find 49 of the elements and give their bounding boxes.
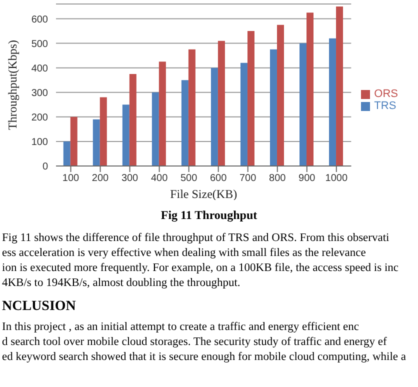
bar xyxy=(329,38,336,166)
bar xyxy=(240,62,248,166)
y-tick-label: 500 xyxy=(31,38,48,50)
y-tick-label: 400 xyxy=(31,63,48,74)
bar xyxy=(270,49,277,166)
bar xyxy=(100,97,107,166)
y-tick-label: 300 xyxy=(31,88,48,99)
x-tick-label: 100 xyxy=(62,173,80,184)
y-tick-label: 0 xyxy=(42,162,48,173)
bar xyxy=(92,119,100,166)
y-tick-label: 200 xyxy=(31,112,48,124)
x-tick-label: 500 xyxy=(180,173,198,184)
text: NCLUSION xyxy=(2,299,77,314)
text: ion is executed more frequently. For example, on a 100KB file, the access speed is inc xyxy=(2,261,400,276)
x-tick-label: 700 xyxy=(240,173,257,184)
text: In this project , as an initial attempt to create a traffic and energy efficient enc xyxy=(2,320,360,335)
legend-label: TRS xyxy=(374,100,396,112)
text: Fig 11 Throughput xyxy=(160,208,258,223)
x-tick-label: 800 xyxy=(269,173,286,184)
bar xyxy=(336,6,344,166)
x-tick-label: 1000 xyxy=(325,173,348,184)
bar xyxy=(63,141,70,166)
x-tick-label: 600 xyxy=(210,173,228,184)
x-tick-label: 400 xyxy=(150,173,168,184)
y-axis-title: Throughput(Kbps) xyxy=(5,40,20,130)
bar xyxy=(218,40,225,166)
bar xyxy=(152,92,159,166)
bar xyxy=(300,43,307,166)
x-tick-label: 900 xyxy=(298,173,316,184)
caption: Fig 11 shows the difference of file throughput of TRS and ORS. From this observati xyxy=(2,231,390,246)
bar xyxy=(122,104,130,166)
text: d search tool over mobile cloud storages. The security study of traffic and energy ef xyxy=(2,335,388,350)
bar xyxy=(276,24,284,166)
legend-label: ORS xyxy=(374,88,398,100)
bar xyxy=(188,49,196,166)
bar xyxy=(181,80,188,166)
x-tick-label: 300 xyxy=(121,173,139,184)
bar xyxy=(70,116,78,166)
bar xyxy=(158,62,166,166)
x-tick-label: 200 xyxy=(92,173,110,184)
text: ed keyword search showed that it is secure enough for mobile cloud computing, while a xyxy=(2,350,407,365)
bar xyxy=(306,12,314,166)
bar xyxy=(247,31,254,166)
bar xyxy=(210,68,218,166)
y-tick-label: 600 xyxy=(31,14,48,26)
text: 4KB/s to 194KB/s, almost doubling the throughput. xyxy=(2,276,242,291)
bar xyxy=(129,74,136,166)
text: ess acceleration is very effective when dealing with small files as the relevance xyxy=(2,246,367,261)
y-tick-label: 100 xyxy=(31,137,48,148)
